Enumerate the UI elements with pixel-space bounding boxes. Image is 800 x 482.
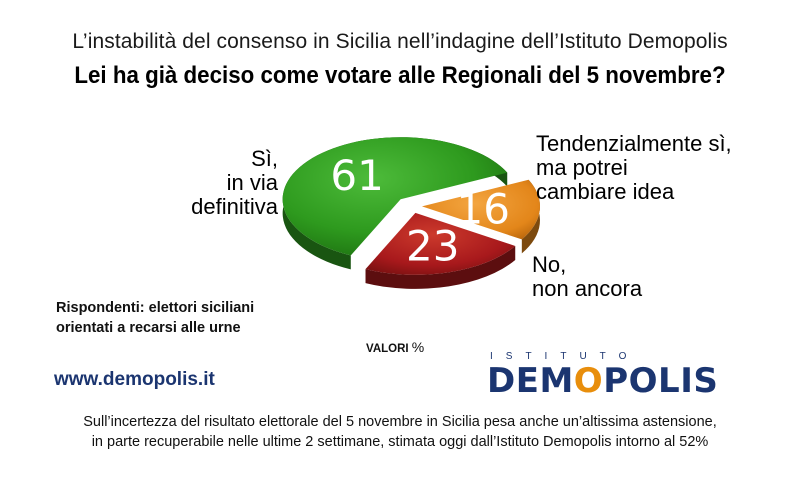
slice-si-top	[282, 137, 508, 256]
slice-label-no: No, non ancora	[532, 252, 643, 301]
logo-istituto-text: ISTITUTO	[490, 351, 640, 362]
chart-title: Lei ha già deciso come votare alle Regio…	[74, 62, 726, 89]
demopolis-logo: DEMOPOLIS	[487, 361, 719, 401]
slice-no: 23	[365, 212, 516, 289]
slice-label-tendenzialmente: Tendenzialmente sì, ma potrei cambiare i…	[536, 131, 732, 204]
slice-si: 61	[282, 137, 508, 270]
slice-no-side	[365, 245, 516, 289]
slice-label-si: Sì, in via definitiva	[191, 146, 278, 219]
slice-tendenzialmente: 16	[421, 179, 540, 254]
slice-tendenzialmente-value: 16	[457, 184, 510, 233]
slice-no-value: 23	[406, 222, 459, 271]
footer-note: Sull’incertezza del risultato elettorale…	[83, 414, 717, 450]
chart-subtitle: L’instabilità del consenso in Sicilia ne…	[72, 30, 728, 53]
values-unit-note: VALORI %	[366, 339, 425, 355]
slice-no-top	[365, 212, 516, 275]
slice-tendenzialmente-top	[421, 179, 540, 240]
respondents-note: Rispondenti: elettori siciliani orientat…	[56, 300, 255, 336]
website-link[interactable]: www.demopolis.it	[54, 369, 215, 390]
logo-o-accent: O	[573, 361, 604, 401]
slice-si-value: 61	[330, 151, 383, 200]
